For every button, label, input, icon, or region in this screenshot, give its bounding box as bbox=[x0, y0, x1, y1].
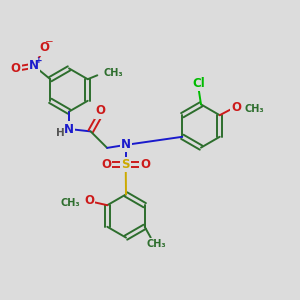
Text: +: + bbox=[35, 56, 42, 65]
Text: O: O bbox=[39, 41, 49, 55]
Text: −: − bbox=[45, 37, 54, 47]
Text: N: N bbox=[29, 59, 39, 72]
Text: CH₃: CH₃ bbox=[244, 104, 264, 115]
Text: O: O bbox=[11, 62, 21, 75]
Text: O: O bbox=[95, 104, 105, 118]
Text: Cl: Cl bbox=[192, 77, 205, 90]
Text: N: N bbox=[64, 122, 74, 136]
Text: O: O bbox=[84, 194, 94, 207]
Text: H: H bbox=[56, 128, 64, 138]
Text: N: N bbox=[121, 138, 131, 152]
Text: O: O bbox=[231, 100, 241, 114]
Text: CH₃: CH₃ bbox=[146, 239, 166, 249]
Text: O: O bbox=[140, 158, 151, 171]
Text: CH₃: CH₃ bbox=[61, 198, 80, 208]
Text: CH₃: CH₃ bbox=[103, 68, 123, 78]
Text: S: S bbox=[122, 158, 130, 171]
Text: O: O bbox=[101, 158, 111, 171]
